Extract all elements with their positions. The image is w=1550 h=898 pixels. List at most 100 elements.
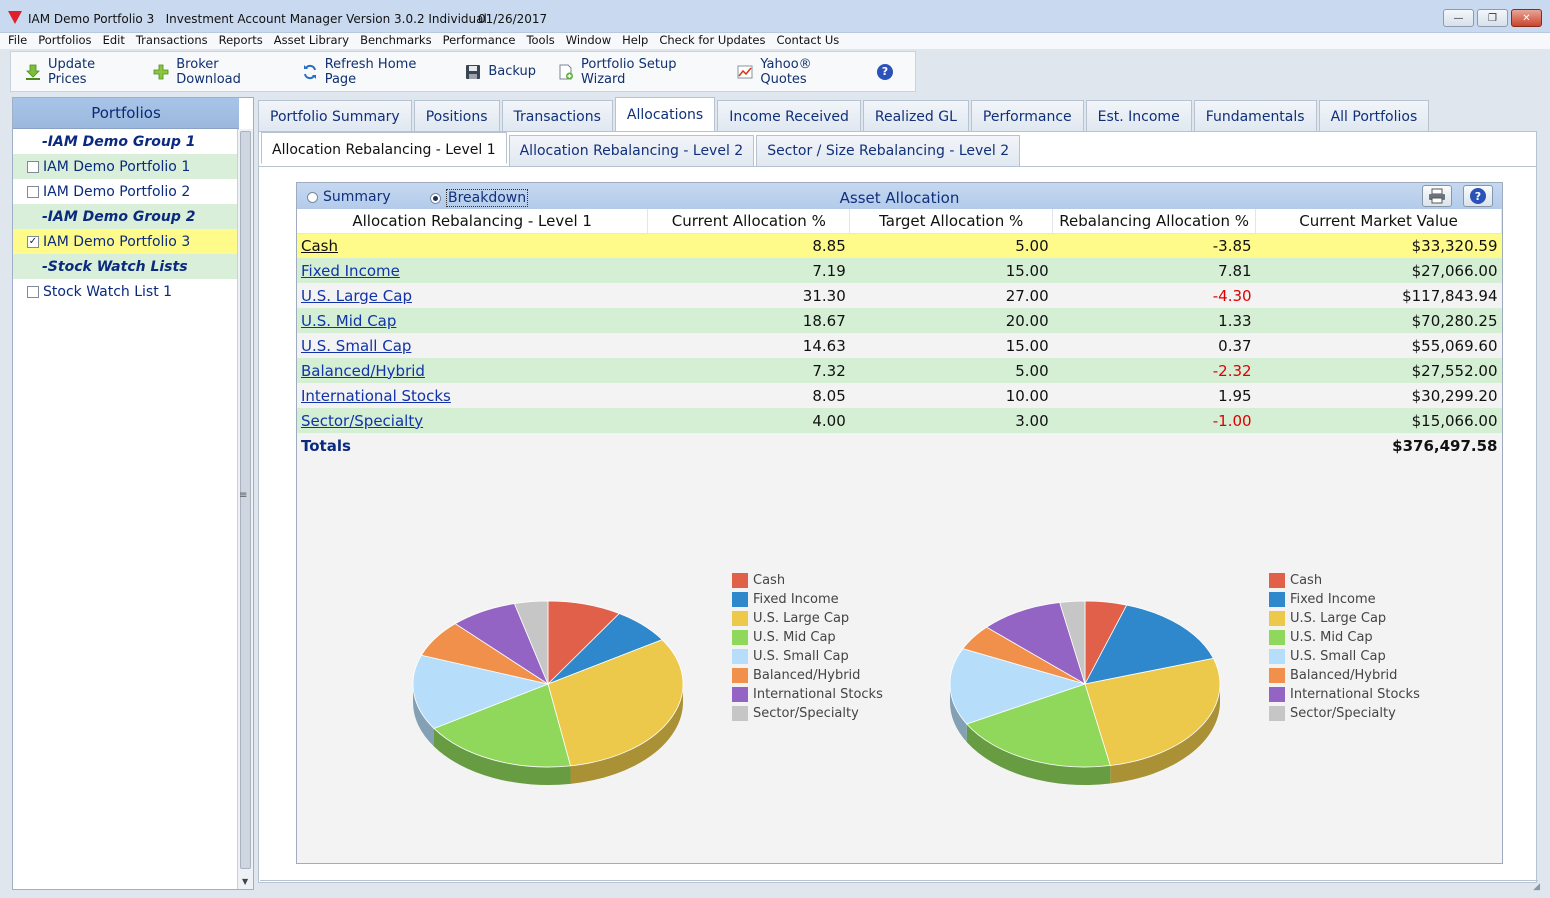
col-header-rebalancing[interactable]: Rebalancing Allocation % — [1052, 209, 1257, 234]
backup-button[interactable]: Backup — [465, 64, 536, 80]
col-header-market-value[interactable]: Current Market Value — [1255, 209, 1502, 234]
tab-est-income[interactable]: Est. Income — [1085, 100, 1192, 132]
menu-transactions[interactable]: Transactions — [135, 33, 208, 47]
legend-item-balanced-hybrid: Balanced/Hybrid — [732, 666, 883, 685]
update-prices-button[interactable]: Update Prices — [25, 57, 131, 87]
category-link[interactable]: U.S. Small Cap — [297, 333, 648, 358]
sidebar-scroll-thumb[interactable] — [240, 131, 251, 869]
category-link[interactable]: International Stocks — [297, 383, 648, 408]
minimize-icon[interactable]: — — [1443, 9, 1474, 27]
tab-fundamentals[interactable]: Fundamentals — [1193, 100, 1317, 132]
tab-income-received[interactable]: Income Received — [717, 100, 861, 132]
legend-item-international-stocks: International Stocks — [732, 685, 883, 704]
col-header-category[interactable]: Allocation Rebalancing - Level 1 — [297, 209, 649, 234]
current-allocation-cell: 8.05 — [647, 383, 850, 408]
subtab-rebalancing-level-1[interactable]: Allocation Rebalancing - Level 1 — [261, 132, 507, 164]
tree-group-stock-watch-lists[interactable]: -Stock Watch Lists — [13, 254, 237, 279]
tree-group-demo-group-1[interactable]: -IAM Demo Group 1 — [13, 129, 237, 154]
table-row[interactable]: Cash 8.85 5.00 -3.85 $33,320.59 — [297, 233, 1502, 258]
pie-slice-u-s-small-cap[interactable] — [949, 648, 1087, 725]
menu-tools[interactable]: Tools — [526, 33, 555, 47]
tab-positions[interactable]: Positions — [413, 100, 500, 132]
table-row[interactable]: Balanced/Hybrid 7.32 5.00 -2.32 $27,552.… — [297, 358, 1502, 383]
tab-realized-gl[interactable]: Realized GL — [862, 100, 969, 132]
portfolios-panel: Portfolios -IAM Demo Group 1 IAM Demo Po… — [12, 97, 254, 890]
table-row[interactable]: U.S. Small Cap 14.63 15.00 0.37 $55,069.… — [297, 333, 1502, 358]
menu-help[interactable]: Help — [622, 33, 649, 47]
portfolio-checkbox[interactable] — [27, 285, 39, 298]
table-row[interactable]: Fixed Income 7.19 15.00 7.81 $27,066.00 — [297, 258, 1502, 283]
main-horizontal-scrollbar[interactable] — [260, 880, 1538, 886]
portfolio-checkbox[interactable] — [27, 185, 39, 198]
tree-item-demo-portfolio-3[interactable]: ✓ IAM Demo Portfolio 3 — [13, 229, 237, 254]
help-button[interactable]: ? — [876, 63, 893, 80]
tab-all-portfolios[interactable]: All Portfolios — [1318, 100, 1430, 132]
table-row[interactable]: International Stocks 8.05 10.00 1.95 $30… — [297, 383, 1502, 408]
portfolio-checkbox-checked[interactable]: ✓ — [27, 235, 39, 248]
table-row[interactable]: U.S. Mid Cap 18.67 20.00 1.33 $70,280.25 — [297, 308, 1502, 333]
refresh-home-button[interactable]: Refresh Home Page — [302, 57, 444, 87]
pie-slice-sector-specialty[interactable] — [513, 600, 549, 685]
tree-group-demo-group-2[interactable]: -IAM Demo Group 2 — [13, 204, 237, 229]
category-link[interactable]: Sector/Specialty — [297, 408, 648, 433]
menu-benchmarks[interactable]: Benchmarks — [360, 33, 432, 47]
allocation-help-button[interactable]: ? — [1463, 185, 1493, 207]
menu-asset-library[interactable]: Asset Library — [273, 33, 350, 47]
maximize-icon[interactable]: ❐ — [1477, 9, 1508, 27]
tree-item-stock-watch-list-1[interactable]: Stock Watch List 1 — [13, 279, 237, 304]
tree-item-demo-portfolio-1[interactable]: IAM Demo Portfolio 1 — [13, 154, 237, 179]
category-link[interactable]: U.S. Large Cap — [297, 283, 648, 308]
col-header-target[interactable]: Target Allocation % — [849, 209, 1054, 234]
rebalancing-allocation-cell: -1.00 — [1052, 408, 1256, 433]
scroll-down-icon[interactable]: ▼ — [242, 877, 249, 886]
subtab-sector-size-level-2[interactable]: Sector / Size Rebalancing - Level 2 — [756, 135, 1021, 167]
menu-window[interactable]: Window — [565, 33, 612, 47]
setup-wizard-button[interactable]: Portfolio Setup Wizard — [558, 57, 715, 87]
menu-check-updates[interactable]: Check for Updates — [659, 33, 766, 47]
print-button[interactable] — [1422, 185, 1452, 207]
yahoo-quotes-label: Yahoo® Quotes — [760, 56, 812, 87]
yahoo-quotes-button[interactable]: Yahoo® Quotes — [737, 57, 855, 87]
market-value-cell: $15,066.00 — [1255, 408, 1502, 433]
close-icon[interactable]: ✕ — [1511, 9, 1542, 27]
pie-slice-fixed-income[interactable] — [1084, 604, 1214, 685]
pie-slice-international-stocks[interactable] — [985, 602, 1086, 685]
panel-splitter-grip-icon[interactable]: ≡ — [239, 490, 248, 501]
resize-grip-icon[interactable]: ◢ — [1533, 882, 1540, 892]
tab-portfolio-summary[interactable]: Portfolio Summary — [258, 100, 412, 132]
tab-allocations[interactable]: Allocations — [614, 97, 716, 132]
legend-item-sector-specialty: Sector/Specialty — [1269, 704, 1420, 723]
category-link[interactable]: Fixed Income — [297, 258, 648, 283]
table-row[interactable]: Sector/Specialty 4.00 3.00 -1.00 $15,066… — [297, 408, 1502, 433]
menu-file[interactable]: File — [8, 33, 28, 47]
pie-slice-u-s-large-cap[interactable] — [547, 639, 684, 767]
pie-slice-sector-specialty[interactable] — [1059, 600, 1086, 685]
tree-item-demo-portfolio-2[interactable]: IAM Demo Portfolio 2 — [13, 179, 237, 204]
setup-wizard-label: Portfolio Setup Wizard — [581, 56, 677, 87]
summary-radio[interactable]: Summary — [307, 189, 391, 205]
subtab-rebalancing-level-2[interactable]: Allocation Rebalancing - Level 2 — [508, 135, 755, 167]
table-row[interactable]: U.S. Large Cap 31.30 27.00 -4.30 $117,84… — [297, 283, 1502, 308]
tab-transactions[interactable]: Transactions — [501, 100, 613, 132]
pie-slice-u-s-mid-cap[interactable] — [433, 683, 572, 768]
tab-performance[interactable]: Performance — [970, 100, 1084, 132]
pie-slice-u-s-mid-cap[interactable] — [965, 683, 1111, 768]
portfolios-panel-title: Portfolios — [13, 98, 239, 129]
portfolio-checkbox[interactable] — [27, 160, 39, 173]
category-link[interactable]: U.S. Mid Cap — [297, 308, 648, 333]
pie-slice-u-s-large-cap[interactable] — [1084, 657, 1221, 766]
menu-performance[interactable]: Performance — [442, 33, 516, 47]
col-header-current[interactable]: Current Allocation % — [647, 209, 851, 234]
sidebar-scrollbar[interactable]: ▼ — [237, 129, 253, 889]
menu-reports[interactable]: Reports — [218, 33, 263, 47]
category-link[interactable]: Balanced/Hybrid — [297, 358, 648, 383]
breakdown-radio[interactable]: Breakdown — [430, 189, 529, 207]
floppy-disk-icon — [465, 64, 481, 80]
menu-edit[interactable]: Edit — [102, 33, 125, 47]
category-link[interactable]: Cash — [297, 233, 648, 258]
pie-slice-u-s-small-cap[interactable] — [412, 654, 550, 729]
broker-download-button[interactable]: Broker Download — [153, 57, 279, 87]
target-allocation-legend: Cash Fixed Income U.S. Large Cap U.S. Mid C… — [1269, 571, 1420, 723]
menu-portfolios[interactable]: Portfolios — [38, 33, 92, 47]
menu-contact-us[interactable]: Contact Us — [776, 33, 840, 47]
